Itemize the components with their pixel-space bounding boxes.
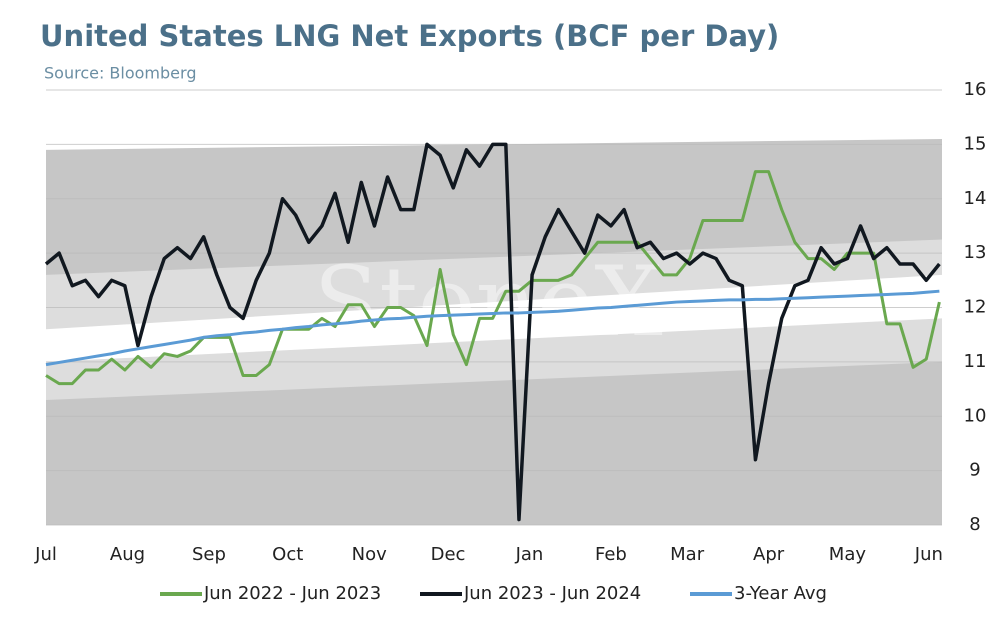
y-tick-label: 9	[969, 460, 980, 481]
x-tick-label: Mar	[670, 544, 705, 565]
chart-title: United States LNG Net Exports (BCF per D…	[40, 19, 779, 53]
series-line	[44, 142, 941, 522]
series-line	[45, 289, 940, 367]
x-tick-label: Dec	[431, 544, 466, 565]
legend-label: Jun 2023 - Jun 2024	[463, 583, 641, 604]
bands	[46, 138, 942, 525]
y-tick-label: 8	[969, 514, 980, 535]
y-tick-label: 15	[964, 133, 987, 154]
y-tick-label: 11	[964, 351, 987, 372]
x-tick-label: Apr	[753, 544, 785, 565]
y-tick-label: 16	[964, 79, 987, 100]
legend-label: Jun 2022 - Jun 2023	[203, 583, 381, 604]
x-tick-label: Aug	[110, 544, 145, 565]
legend-label: 3-Year Avg	[734, 583, 827, 604]
x-tick-label: Jun	[914, 544, 943, 565]
legend: Jun 2022 - Jun 2023 Jun 2023 - Jun 2024 3-…	[160, 583, 827, 604]
axes: 8 9 10 11 12 13 14 15 16 Jul Aug Sep Oct Nov Dec Jan Feb…	[34, 79, 986, 565]
lines	[44, 142, 941, 522]
x-tick-label: Nov	[352, 544, 387, 565]
x-tick-label: Jul	[34, 544, 57, 565]
x-tick-label: Jan	[515, 544, 544, 565]
x-tick-label: Feb	[595, 544, 627, 565]
x-tick-label: Oct	[272, 544, 303, 565]
x-tick-label: Sep	[192, 544, 226, 565]
y-tick-label: 10	[964, 405, 987, 426]
y-tick-label: 14	[964, 188, 987, 209]
grid	[46, 89, 942, 526]
chart-subtitle: Source: Bloomberg	[44, 64, 196, 83]
series-line	[45, 170, 941, 386]
y-tick-label: 13	[964, 242, 987, 263]
x-tick-label: May	[829, 544, 867, 565]
y-tick-label: 12	[964, 297, 987, 318]
watermark: StoneX	[313, 246, 662, 358]
